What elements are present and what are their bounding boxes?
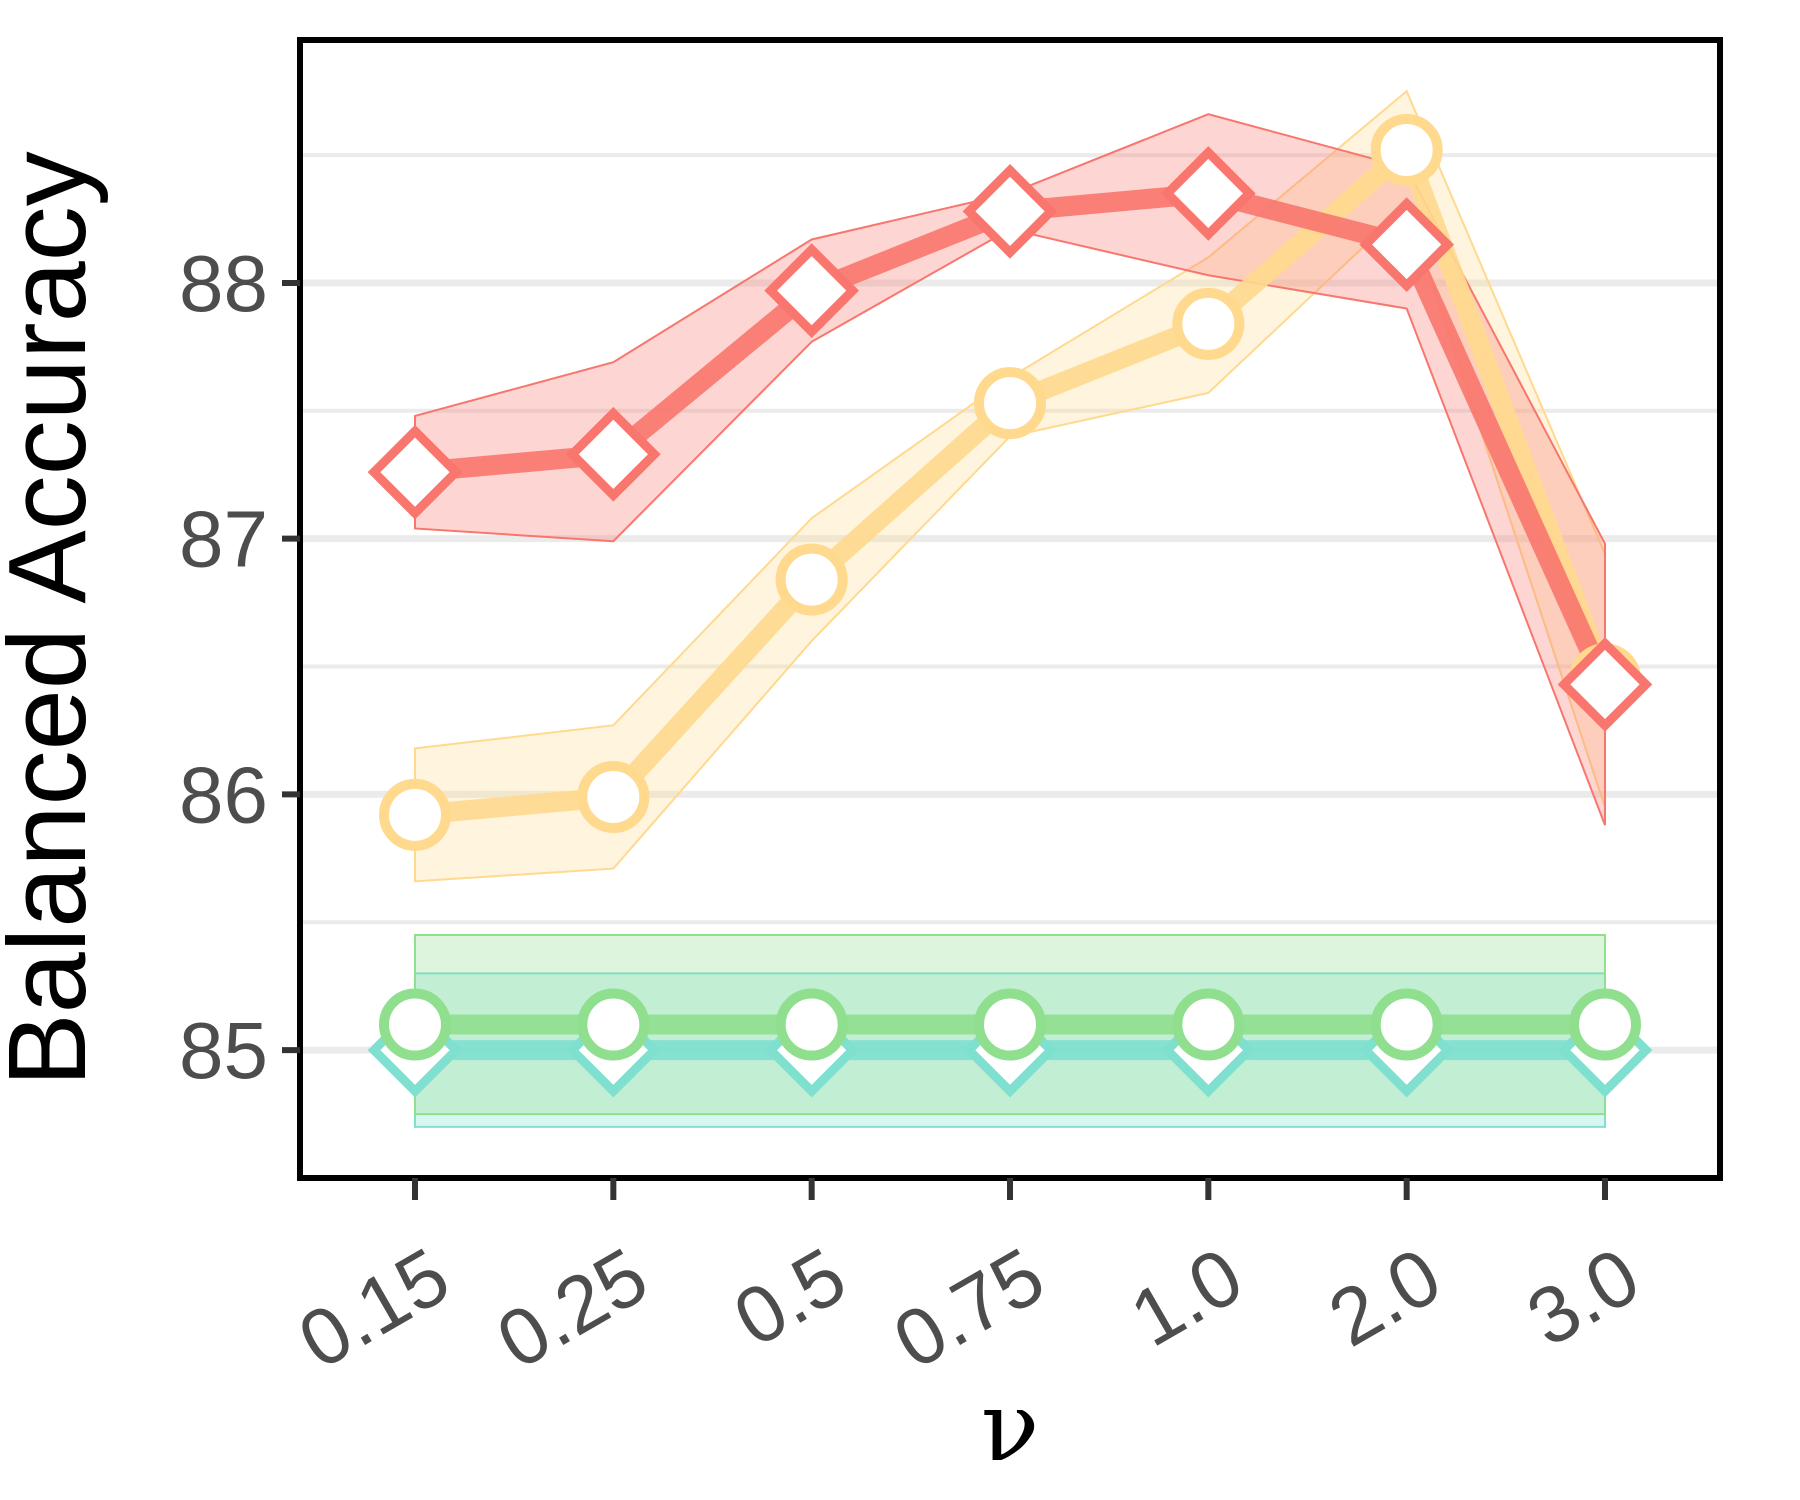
x-tick-label: 0.25 — [482, 1231, 661, 1386]
y-axis-ticks: 85 86 87 88 — [179, 239, 300, 1095]
x-tick-label: 0.5 — [719, 1231, 860, 1364]
x-tick-label: 3.0 — [1513, 1231, 1654, 1364]
series-2-point — [1370, 988, 1443, 1061]
y-tick-label: 88 — [179, 239, 268, 328]
series-2-point — [775, 988, 848, 1061]
series-2-point — [974, 988, 1046, 1061]
y-tick-label: 87 — [179, 495, 268, 584]
series-0-point — [764, 243, 860, 338]
series-0-band — [414, 113, 1606, 826]
series-1-point — [1172, 287, 1245, 360]
x-tick-label: 0.75 — [879, 1231, 1058, 1386]
series-1-point — [379, 778, 451, 851]
y-tick-label: 86 — [179, 750, 268, 839]
series-2-point — [577, 988, 650, 1061]
x-tick-label: 0.15 — [284, 1231, 463, 1386]
x-axis-title: ν — [981, 1371, 1039, 1483]
series-0-point — [565, 406, 661, 502]
series-1-point — [1370, 113, 1443, 186]
y-axis-title: Balanced Accuracy — [0, 151, 109, 1087]
series-2-point — [1172, 988, 1245, 1061]
gridlines — [300, 153, 1720, 1054]
series-0-point — [367, 424, 463, 520]
x-axis-ticks: 0.15 0.25 0.5 0.75 1.0 2.0 3.0 — [284, 1178, 1654, 1386]
series-1-point — [577, 760, 650, 833]
series-2-point — [379, 988, 451, 1061]
series-0-point — [1359, 197, 1455, 292]
series-0-point — [1557, 637, 1653, 732]
x-tick-label: 2.0 — [1314, 1231, 1455, 1364]
x-tick-label: 1.0 — [1116, 1231, 1257, 1364]
series-markers — [367, 113, 1653, 1098]
series-0-point — [962, 163, 1058, 259]
series-0-point — [1160, 146, 1256, 241]
series-2-point — [1569, 988, 1641, 1061]
series-1-point — [974, 367, 1046, 440]
y-tick-label: 85 — [179, 1006, 268, 1095]
series-1-point — [775, 543, 848, 616]
